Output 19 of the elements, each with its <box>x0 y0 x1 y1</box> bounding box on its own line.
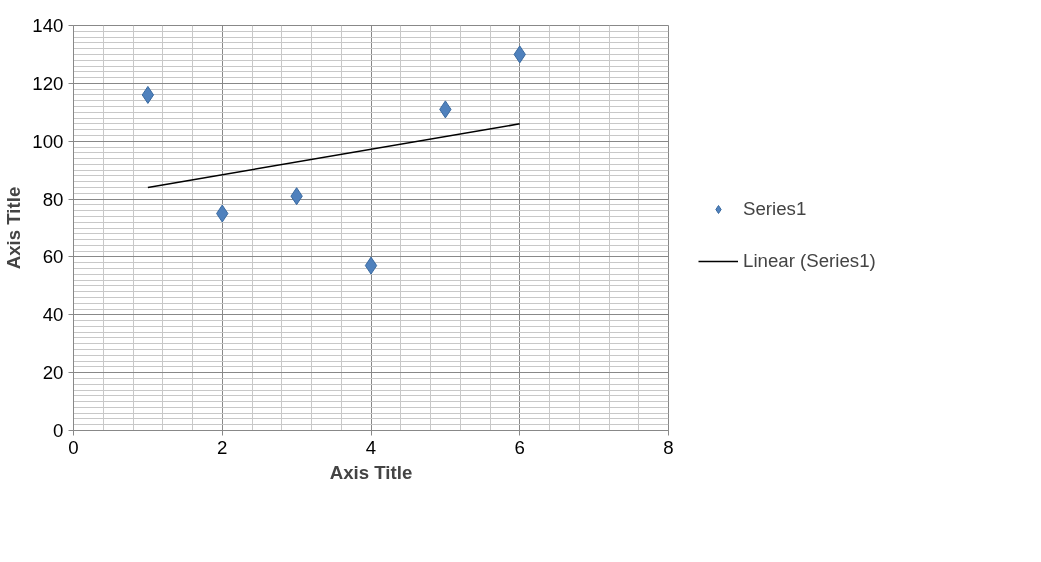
point <box>141 85 155 104</box>
x-tick-label: 0 <box>68 436 79 458</box>
y-axis-title: Axis Title <box>3 186 25 270</box>
x-tick-label: 2 <box>217 436 228 458</box>
y-tick-label: 80 <box>42 188 64 210</box>
y-tick-label: 40 <box>42 304 64 326</box>
legend-label: Series1 <box>743 198 807 220</box>
y-tick-label: 100 <box>32 130 64 152</box>
x-tick-label: 6 <box>514 436 525 458</box>
x-tick-label: 4 <box>365 436 377 458</box>
y-tick-label: 20 <box>42 362 64 384</box>
y-tick-label: 140 <box>32 15 64 36</box>
legend-label: Linear (Series1) <box>743 250 876 272</box>
x-tick-label: 8 <box>663 436 674 458</box>
y-tick-label: 60 <box>42 246 64 268</box>
x-axis-title: Axis Title <box>329 461 413 483</box>
y-tick-label: 0 <box>53 420 64 441</box>
point <box>364 256 378 275</box>
y-tick-label: 120 <box>32 72 64 94</box>
